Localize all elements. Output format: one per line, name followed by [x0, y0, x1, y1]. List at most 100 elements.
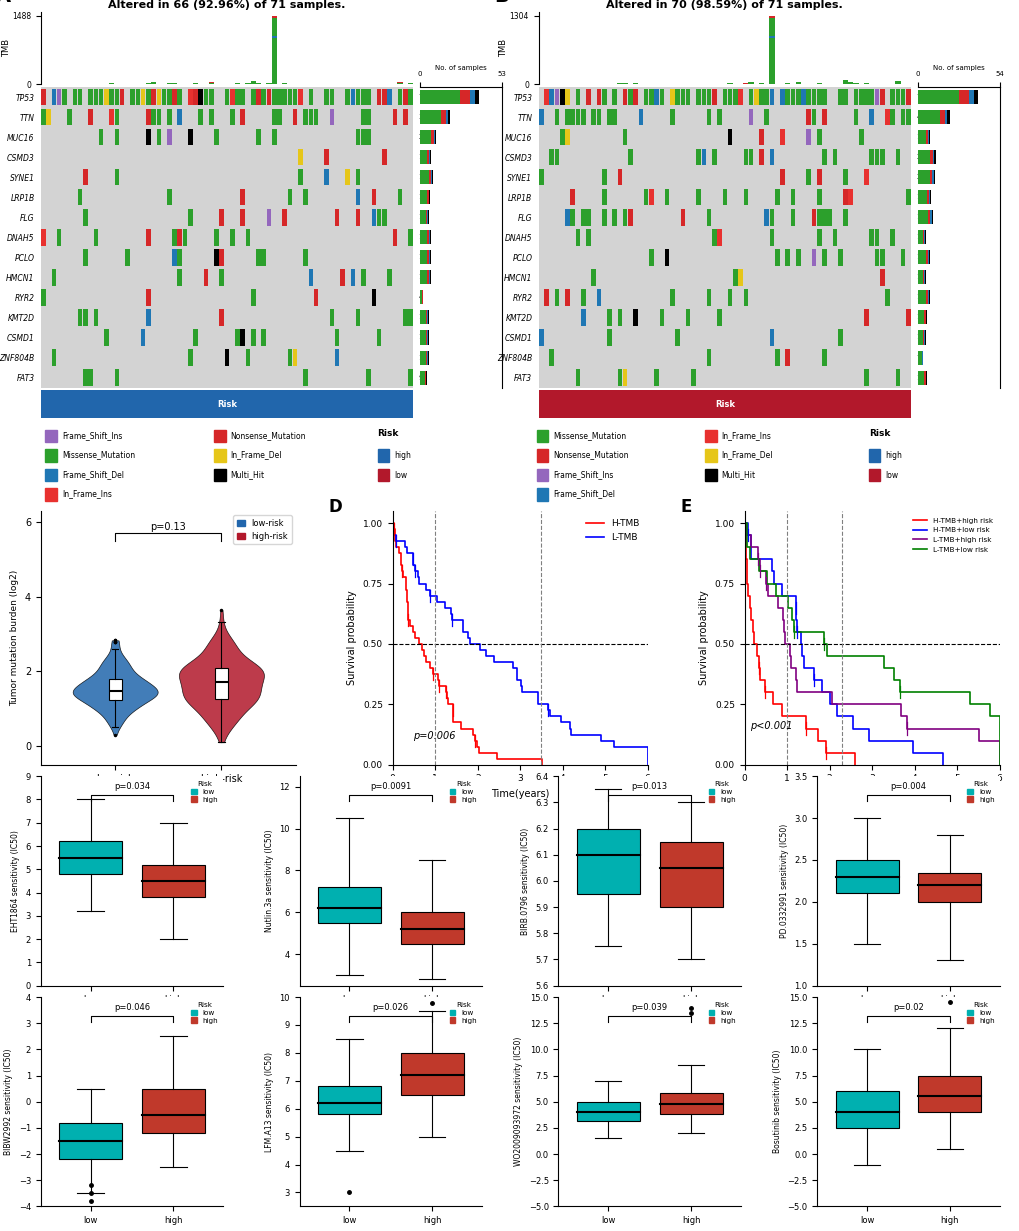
Bar [675, 329, 680, 346]
H-TMB [472, 745, 484, 760]
L-TMB+low risk [744, 551, 756, 566]
Bar [633, 309, 637, 326]
Bar [790, 89, 795, 106]
Text: low: low [884, 470, 898, 480]
Bar [114, 369, 119, 385]
Bar [768, 16, 773, 85]
Bar [559, 129, 564, 145]
Y-axis label: Bosutinib sensitivity (IC50): Bosutinib sensitivity (IC50) [772, 1050, 782, 1153]
Bar [339, 270, 344, 286]
Bar [706, 89, 710, 106]
Bar [427, 230, 429, 244]
Bar [835, 1091, 898, 1128]
Bar [204, 89, 208, 106]
Bar [271, 36, 276, 38]
Bar [224, 350, 229, 366]
Bar [832, 229, 837, 245]
Text: p=0.0091: p=0.0091 [370, 782, 411, 790]
Bar [356, 129, 360, 145]
H-TMB [447, 715, 460, 730]
Bar [821, 108, 826, 126]
Bar [638, 108, 643, 126]
L-TMB+low risk [769, 588, 782, 603]
Text: 10%: 10% [915, 335, 931, 341]
X-axis label: Risk: Risk [640, 1009, 658, 1019]
Bar [570, 108, 575, 126]
Bar [99, 89, 103, 106]
Bar [187, 89, 193, 106]
Bar [905, 89, 910, 106]
Bar [927, 211, 929, 224]
Bar [843, 209, 847, 225]
Text: 10%: 10% [915, 275, 931, 281]
L-TMB+low risk [817, 636, 829, 651]
X-axis label: No. of samples: No. of samples [434, 65, 486, 71]
Bar [868, 89, 873, 106]
Bar [800, 89, 805, 106]
Bar [847, 81, 853, 85]
Text: 14%: 14% [418, 275, 433, 281]
Bar [172, 229, 176, 245]
H-TMB+low risk [789, 601, 801, 616]
Bar [706, 289, 710, 305]
Bar [753, 89, 758, 106]
H-TMB [427, 667, 439, 682]
H-TMB+low risk [790, 612, 802, 627]
H-TMB+high risk [739, 528, 751, 543]
L-TMB+low risk [785, 612, 797, 627]
Text: Nonsense_Mutation: Nonsense_Mutation [552, 451, 628, 459]
L-TMB [565, 728, 577, 742]
L-TMB [389, 534, 401, 549]
Bar [606, 309, 611, 326]
H-TMB [490, 751, 502, 766]
Bar [721, 190, 727, 206]
Legend: low, high: low, high [965, 780, 995, 804]
L-TMB+low risk [740, 528, 752, 543]
Bar [922, 230, 923, 244]
Bar [669, 289, 674, 305]
Bar [251, 289, 256, 305]
Bar [654, 89, 658, 106]
Bar [929, 211, 930, 224]
Bar [431, 130, 433, 144]
Bar [46, 430, 57, 442]
Bar [156, 129, 161, 145]
H-TMB [431, 673, 443, 688]
Bar [420, 291, 422, 304]
Bar [932, 170, 934, 185]
Text: Multi_Hit: Multi_Hit [230, 470, 264, 479]
Bar [209, 82, 214, 85]
Bar [182, 229, 187, 245]
Bar [549, 89, 553, 106]
Y-axis label: Survival probability: Survival probability [698, 591, 708, 686]
Bar [549, 149, 553, 165]
Bar [146, 289, 151, 305]
Bar [601, 209, 606, 225]
H-TMB [446, 709, 459, 724]
Bar [664, 190, 668, 206]
Bar [272, 89, 276, 106]
H-TMB [387, 522, 399, 537]
H-TMB+high risk [758, 684, 770, 699]
Text: In_Frame_Del: In_Frame_Del [230, 451, 281, 459]
Bar [601, 190, 606, 206]
Text: 11%: 11% [418, 314, 434, 320]
Bar [229, 108, 234, 126]
Bar [728, 129, 732, 145]
Bar [266, 89, 271, 106]
Bar [873, 229, 878, 245]
Bar [925, 291, 927, 304]
Bar [669, 108, 674, 126]
Bar [706, 209, 710, 225]
Bar [928, 170, 931, 185]
Bar [41, 289, 46, 305]
Text: Frame_Shift_Ins: Frame_Shift_Ins [552, 470, 612, 479]
Bar [811, 249, 815, 266]
Bar [62, 89, 66, 106]
Bar [151, 108, 156, 126]
Bar [858, 89, 863, 106]
Bar [696, 89, 700, 106]
Line: H-TMB+high risk: H-TMB+high risk [744, 523, 854, 764]
L-TMB [511, 673, 523, 688]
L-TMB+low risk [993, 734, 1005, 748]
